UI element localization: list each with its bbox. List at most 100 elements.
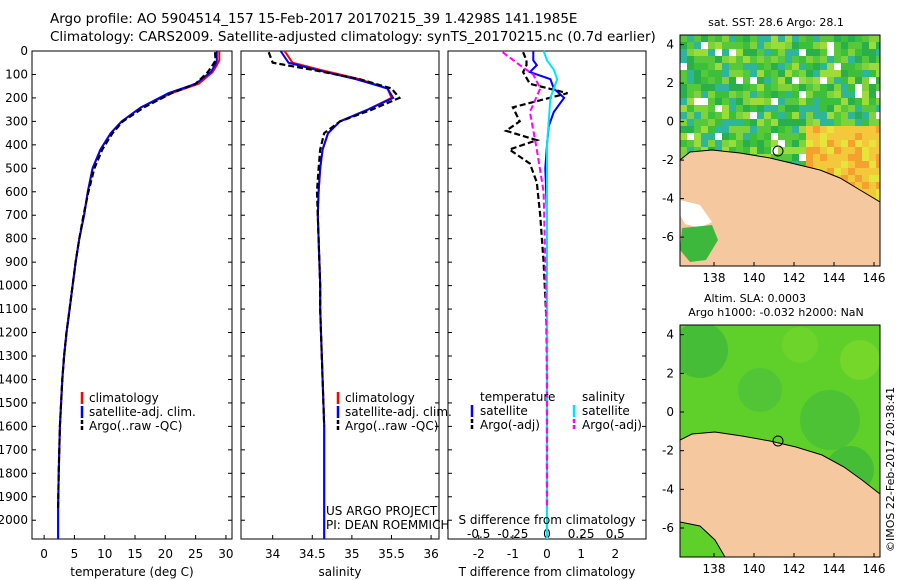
sst-pixel <box>799 154 806 161</box>
sst-pixel <box>736 91 743 98</box>
sst-pixel <box>680 77 687 84</box>
sst-pixel <box>715 42 722 49</box>
sst-pixel <box>876 189 880 196</box>
sst-pixel <box>806 63 813 70</box>
sst-pixel <box>722 126 729 133</box>
series-line-s-satellite <box>542 50 559 539</box>
sst-pixel <box>848 112 855 119</box>
sst-pixel <box>687 84 694 91</box>
sst-pixel <box>820 119 827 126</box>
sst-pixel <box>848 147 855 154</box>
sst-pixel <box>813 84 820 91</box>
sst-pixel <box>729 112 736 119</box>
sst-pixel <box>869 189 876 196</box>
sst-pixel <box>701 91 708 98</box>
map-x-tick-label: 142 <box>783 271 806 285</box>
sst-pixel <box>862 77 869 84</box>
sst-pixel <box>827 105 834 112</box>
series-line-satellite-adj-clim- <box>57 51 218 539</box>
sst-pixel <box>785 154 792 161</box>
sst-pixel <box>764 70 771 77</box>
sst-pixel <box>855 154 862 161</box>
x-tick-label: -2 <box>473 547 485 561</box>
sst-pixel <box>799 126 806 133</box>
sst-pixel <box>834 98 841 105</box>
sst-pixel <box>736 105 743 112</box>
sst-pixel <box>736 133 743 140</box>
sst-pixel <box>687 35 694 42</box>
map-y-tick-label: 4 <box>666 38 674 52</box>
sst-pixel <box>848 161 855 168</box>
sst-pixel <box>701 98 708 105</box>
sst-pixel <box>743 140 750 147</box>
sst-pixel <box>813 91 820 98</box>
sst-pixel <box>820 77 827 84</box>
sst-pixel <box>708 140 715 147</box>
sst-pixel <box>876 140 880 147</box>
sst-pixel <box>806 140 813 147</box>
sst-pixel <box>869 133 876 140</box>
sst-pixel <box>778 126 785 133</box>
sst-pixel <box>869 126 876 133</box>
sla-argo-location-marker <box>772 435 784 447</box>
sst-pixel <box>778 154 785 161</box>
map-x-tick-label: 138 <box>703 271 726 285</box>
sst-pixel <box>757 84 764 91</box>
sst-pixel <box>757 77 764 84</box>
sst-pixel <box>708 112 715 119</box>
sst-pixel <box>771 91 778 98</box>
sst-pixel <box>820 126 827 133</box>
sst-pixel <box>701 140 708 147</box>
sst-pixel <box>729 42 736 49</box>
sst-pixel <box>757 70 764 77</box>
sst-pixel <box>806 56 813 63</box>
sst-pixel <box>820 147 827 154</box>
depth-tick-label: 900 <box>5 255 28 269</box>
sst-pixel <box>736 63 743 70</box>
sst-pixel <box>869 35 876 42</box>
x-tick-label: 25 <box>188 547 203 561</box>
depth-tick-label: 300 <box>5 114 28 128</box>
salinity-lines <box>267 50 402 539</box>
sla-anomaly-blob <box>800 390 860 450</box>
sst-pixel <box>862 84 869 91</box>
sst-pixel <box>694 105 701 112</box>
sst-pixel <box>813 98 820 105</box>
sst-pixel <box>785 49 792 56</box>
sst-pixel <box>855 147 862 154</box>
sst-pixel <box>820 70 827 77</box>
map-y-tick-label: -6 <box>662 521 674 535</box>
sst-pixel <box>771 35 778 42</box>
sst-pixel <box>750 133 757 140</box>
depth-tick-label: 1900 <box>0 490 28 504</box>
sst-pixel <box>806 154 813 161</box>
sst-pixel <box>687 63 694 70</box>
sst-pixel <box>736 35 743 42</box>
x-tick-label: 35.5 <box>378 547 405 561</box>
sst-pixel <box>855 56 862 63</box>
sst-pixel <box>757 42 764 49</box>
sst-pixel <box>729 91 736 98</box>
sst-pixel <box>876 168 880 175</box>
sst-pixel <box>848 98 855 105</box>
sst-pixel <box>694 35 701 42</box>
sst-pixel <box>820 140 827 147</box>
sst-pixel <box>848 175 855 182</box>
sst-pixel <box>855 175 862 182</box>
sst-pixel <box>743 84 750 91</box>
depth-axis: 0 100 200 300 400 500 600 700 800 900 1000 1100 1200… <box>0 44 646 527</box>
sst-pixel <box>855 35 862 42</box>
sst-pixel <box>855 84 862 91</box>
sst-pixel <box>785 140 792 147</box>
sst-pixel <box>701 133 708 140</box>
sst-pixel <box>876 175 880 182</box>
sst-pixel <box>736 126 743 133</box>
sst-pixel <box>848 42 855 49</box>
sst-pixel <box>701 77 708 84</box>
sst-pixel <box>855 70 862 77</box>
sst-pixel <box>757 49 764 56</box>
sla-map-title-line2: Argo h1000: -0.032 h2000: NaN <box>688 306 864 319</box>
x-tick-label: 5 <box>71 547 79 561</box>
sst-pixel <box>862 133 869 140</box>
sst-pixel <box>722 133 729 140</box>
